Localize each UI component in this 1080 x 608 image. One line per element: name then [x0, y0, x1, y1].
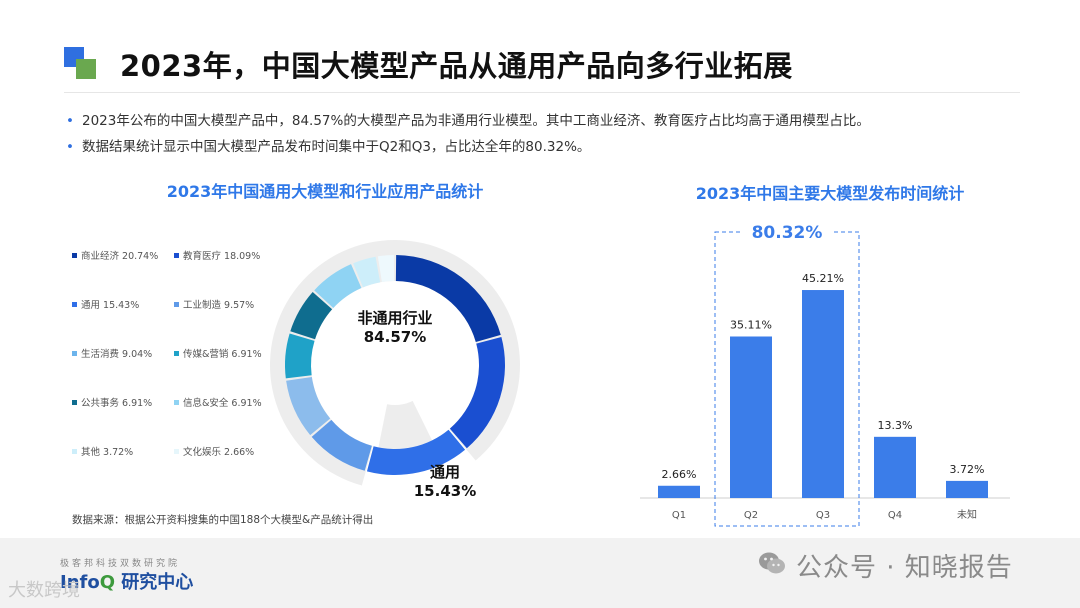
legend-item: 通用 15.43% — [72, 297, 139, 311]
watermark-right: 公众号 · 知晓报告 — [796, 553, 1013, 583]
legend-label: 商业经济 20.74% — [81, 251, 159, 262]
x-tick-label: Q1 — [672, 510, 686, 521]
bar-value-label: 3.72% — [950, 463, 985, 476]
outer-label: 通用 15.43% — [405, 463, 485, 501]
legend-item: 信息&安全 6.91% — [174, 395, 262, 409]
donut-slice — [286, 377, 331, 436]
bar-value-label: 13.3% — [878, 419, 913, 432]
donut-chart-title: 2023年中国通用大模型和行业应用产品统计 — [166, 182, 484, 201]
bar-chart: 80.32% 2.66% Q1 35.11% Q2 45.21% Q3 13.3% Q4 3.72… — [640, 220, 1010, 527]
donut-slice — [377, 255, 395, 283]
legend-marker — [72, 399, 77, 405]
donut-slice — [449, 337, 505, 449]
org-logo-prefix: Info — [60, 572, 100, 593]
donut-slice — [314, 264, 362, 308]
org-logo: InfoQ 研究中心 — [60, 568, 193, 594]
donut-slice — [353, 256, 381, 288]
donut-slice — [290, 292, 333, 340]
bar-Q4 — [874, 436, 916, 498]
legend-label: 信息&安全 6.91% — [183, 398, 262, 409]
center-label-name: 非通用行业 — [357, 309, 433, 327]
donut-slice — [285, 333, 315, 379]
x-tick-label: Q4 — [888, 510, 902, 521]
title-bar: 2023年，中国大模型产品从通用产品向多行业拓展 — [64, 44, 793, 84]
legend-item: 生活消费 9.04% — [72, 346, 152, 360]
donut-slice — [311, 419, 372, 471]
bar-value-label: 45.21% — [802, 272, 844, 285]
legend-item: 商业经济 20.74% — [72, 248, 158, 262]
bar-未知 — [946, 480, 988, 498]
legend-marker — [72, 350, 77, 356]
watermark-left: 大数跨境 — [8, 580, 80, 601]
page-title: 2023年，中国大模型产品从通用产品向多行业拓展 — [120, 49, 793, 83]
org-logo-suffix: 研究中心 — [115, 572, 194, 593]
outer-label-name: 通用 — [429, 463, 460, 481]
center-label-value: 84.57% — [363, 328, 427, 346]
legend-item: 传媒&营销 6.91% — [174, 346, 262, 360]
footer-band — [0, 538, 1080, 608]
outer-label-value: 15.43% — [413, 482, 477, 500]
square-logo-icon — [64, 47, 98, 81]
legend-marker — [174, 252, 179, 258]
bullet-item: 数据结果统计显示中国大模型产品发布时间集中于Q2和Q3，占比达全年的80.32%… — [66, 134, 1026, 160]
legend-label: 通用 15.43% — [81, 300, 140, 311]
legend-item: 工业制造 9.57% — [174, 297, 254, 311]
legend-marker — [174, 448, 179, 454]
legend-item: 教育医疗 18.09% — [174, 248, 260, 262]
x-tick-label: Q3 — [816, 510, 830, 521]
bar-Q1 — [658, 485, 700, 498]
title-divider — [64, 92, 1020, 93]
source-note: 数据来源：根据公开资料搜集的中国188个大模型&产品统计得出 — [72, 514, 374, 526]
bullet-item: 2023年公布的中国大模型产品中，84.57%的大模型产品为非通用行业模型。其中… — [66, 108, 1026, 134]
donut-center — [355, 325, 435, 405]
legend-marker — [72, 252, 77, 258]
bar-Q3 — [802, 290, 844, 498]
legend-label: 生活消费 9.04% — [81, 349, 153, 360]
x-tick-label: 未知 — [957, 508, 977, 521]
legend-label: 工业制造 9.57% — [183, 300, 255, 311]
legend-label: 传媒&营销 6.91% — [183, 349, 262, 360]
highlight-label: 80.32% — [752, 223, 823, 243]
legend-item: 其他 3.72% — [72, 444, 133, 458]
legend-label: 公共事务 6.91% — [81, 398, 153, 409]
donut-chart — [270, 240, 520, 486]
bar-chart-title: 2023年中国主要大模型发布时间统计 — [695, 184, 965, 203]
summary-bullets: 2023年公布的中国大模型产品中，84.57%的大模型产品为非通用行业模型。其中… — [66, 108, 1026, 160]
legend-label: 教育医疗 18.09% — [183, 251, 261, 262]
donut-slice — [395, 255, 501, 342]
legend-label: 其他 3.72% — [81, 447, 134, 458]
bar-Q2 — [730, 336, 772, 498]
legend-label: 文化娱乐 2.66% — [183, 447, 255, 458]
wechat-icon — [759, 552, 785, 574]
legend-item: 文化娱乐 2.66% — [174, 444, 254, 458]
org-subtitle: 极客邦科技双数研究院 — [60, 559, 181, 569]
legend-item: 公共事务 6.91% — [72, 395, 152, 409]
legend-marker — [174, 350, 179, 356]
x-tick-label: Q2 — [744, 510, 758, 521]
donut-slice — [366, 429, 466, 475]
legend-marker — [72, 448, 77, 454]
legend-marker — [174, 399, 179, 405]
org-logo-accent: Q — [99, 572, 116, 593]
bar-value-label: 2.66% — [662, 468, 697, 481]
center-label: 非通用行业 84.57% — [340, 309, 450, 347]
legend-marker — [174, 301, 179, 307]
bar-value-label: 35.11% — [730, 318, 772, 331]
legend-marker — [72, 301, 77, 307]
